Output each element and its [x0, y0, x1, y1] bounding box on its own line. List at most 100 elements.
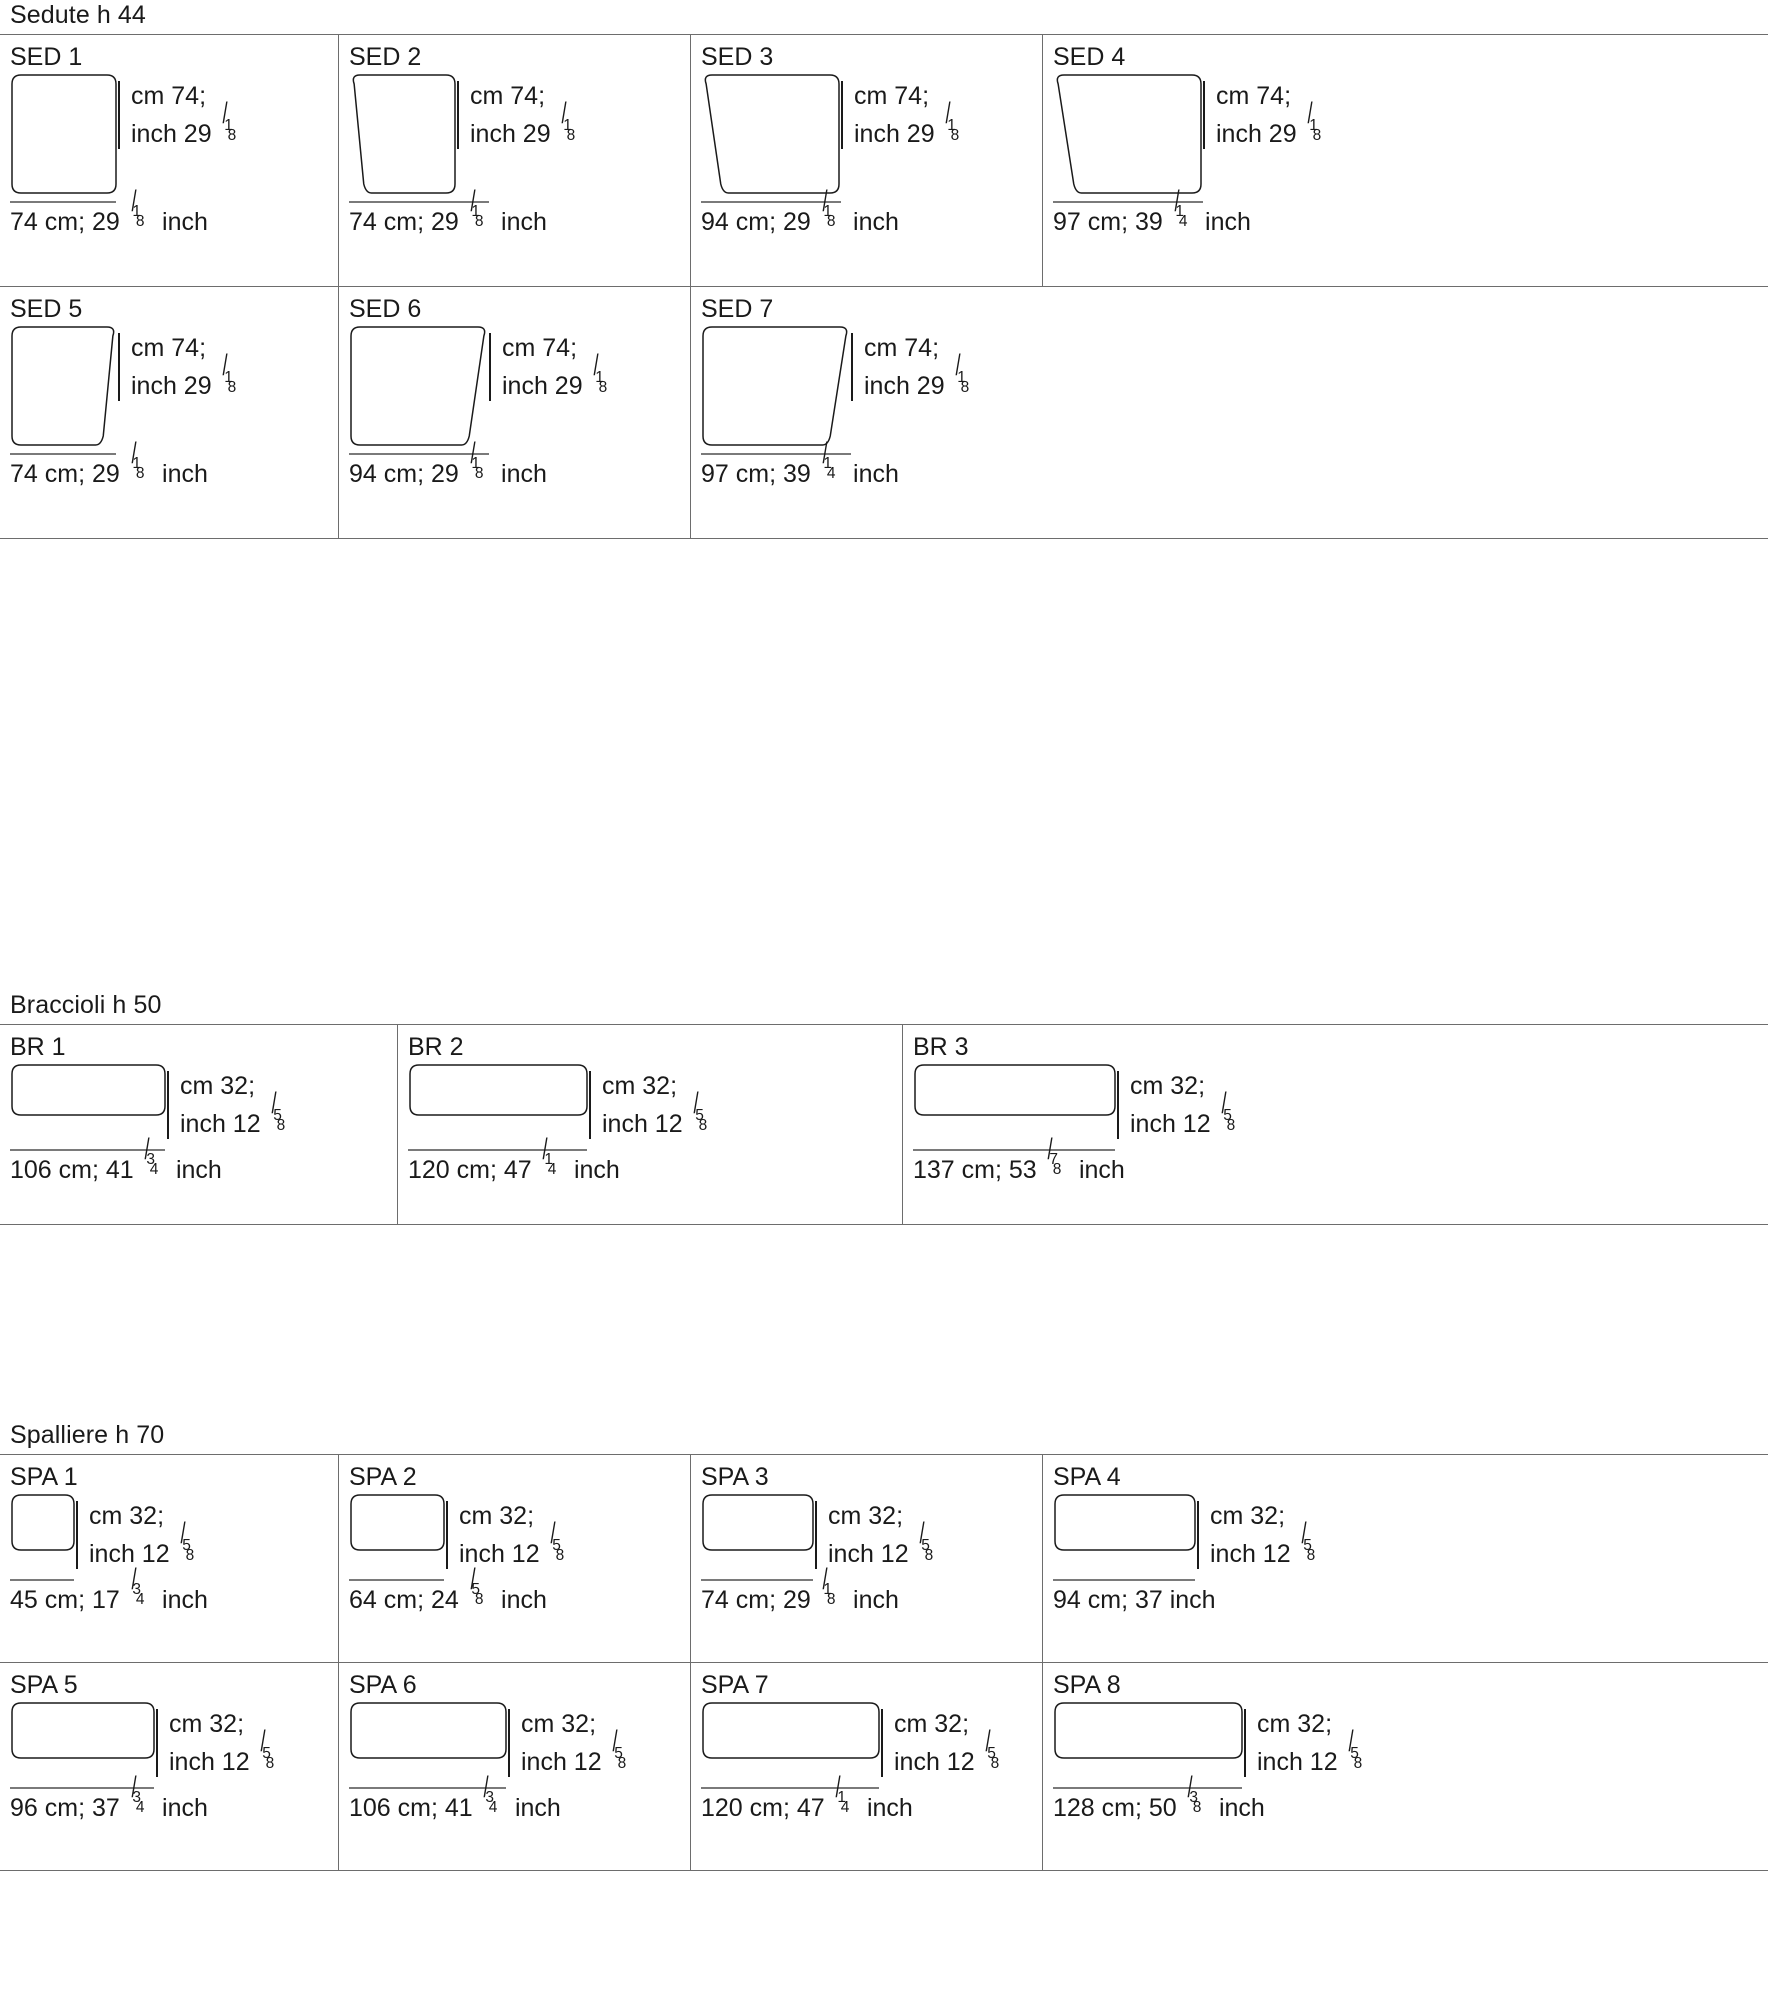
drawing-row: cm 74; inch 29 1/8 [1053, 73, 1768, 195]
depth-dimension-text: cm 74; inch 29 1/8 [864, 329, 980, 405]
depth-dimension: cm 74; inch 29 1/8 [457, 77, 586, 153]
module-cell-spa-2: SPA 2 cm 32; inch 12 5/8 64 cm; 24 5/8 inch [339, 1455, 691, 1662]
width-dimension: 74 cm; 29 1/8 inch [10, 436, 338, 491]
depth-dimension: cm 32; inch 12 5/8 [589, 1067, 718, 1143]
depth-dimension: cm 74; inch 29 1/8 [851, 329, 980, 405]
grid-sedute: SED 1 cm 74; inch 29 1/8 74 cm; 29 1/8 inch SED… [0, 34, 1768, 539]
width-dimension-text: 94 cm; 29 1/8 inch [701, 184, 899, 236]
depth-dimension: cm 32; inch 12 5/8 [446, 1497, 575, 1573]
module-outline-shape [701, 1493, 815, 1552]
fraction: 1/4 [822, 436, 836, 482]
drawing-row: cm 74; inch 29 1/8 [349, 325, 690, 447]
module-outline-shape [913, 1063, 1117, 1117]
module-row: BR 1 cm 32; inch 12 5/8 106 cm; 41 3/4 inch BR … [0, 1025, 1768, 1225]
depth-dimension-text: cm 74; inch 29 1/8 [131, 77, 247, 153]
grid-spalliere: SPA 1 cm 32; inch 12 5/8 45 cm; 17 3/4 inch SPA… [0, 1454, 1768, 1871]
fraction: 1/8 [593, 349, 608, 397]
fraction: 1/8 [131, 436, 145, 482]
module-code: BR 1 [10, 1033, 66, 1061]
dimension-tick-line [349, 453, 489, 455]
drawing-row: cm 32; inch 12 5/8 [349, 1493, 690, 1573]
depth-dimension-text: cm 32; inch 12 5/8 [89, 1497, 205, 1573]
width-dimension-text: 74 cm; 29 1/8 inch [349, 184, 547, 236]
dimension-tick-line [349, 1787, 506, 1789]
module-cell-sed-5: SED 5 cm 74; inch 29 1/8 74 cm; 29 1/8 inch [0, 287, 339, 538]
module-cell-spa-8: SPA 8 cm 32; inch 12 5/8 128 cm; 50 3/8 inch [1043, 1663, 1768, 1870]
module-cell-spa-1: SPA 1 cm 32; inch 12 5/8 45 cm; 17 3/4 inch [0, 1455, 339, 1662]
width-dimension-text: 94 cm; 29 1/8 inch [349, 436, 547, 488]
module-code: SED 7 [701, 295, 774, 323]
drawing-row: cm 32; inch 12 5/8 [913, 1063, 1768, 1143]
fraction: 5/8 [1301, 1517, 1316, 1565]
fraction: 7/8 [1048, 1132, 1062, 1178]
fraction: 1/8 [131, 184, 145, 230]
module-code: SED 2 [349, 43, 422, 71]
module-cell-sed-2: SED 2 cm 74; inch 29 1/8 74 cm; 29 1/8 inch [339, 35, 691, 286]
module-code: SPA 5 [10, 1671, 78, 1699]
depth-dimension: cm 32; inch 12 5/8 [167, 1067, 296, 1143]
module-outline-shape [10, 73, 118, 195]
grid-braccioli: BR 1 cm 32; inch 12 5/8 106 cm; 41 3/4 inch BR … [0, 1024, 1768, 1225]
fraction: 1/8 [470, 184, 484, 230]
section-title-spalliere: Spalliere h 70 [10, 1421, 165, 1449]
fraction: 5/8 [693, 1087, 708, 1135]
depth-dimension-text: cm 74; inch 29 1/8 [131, 329, 247, 405]
drawing-row: cm 74; inch 29 1/8 [701, 325, 1768, 447]
width-dimension: 128 cm; 50 3/8 inch [1053, 1773, 1768, 1825]
dimension-tick-line [1053, 201, 1203, 203]
module-outline-shape [701, 1701, 881, 1760]
width-dimension-text: 96 cm; 37 3/4 inch [10, 1770, 208, 1822]
module-code: SED 1 [10, 43, 83, 71]
module-outline-shape [10, 1063, 167, 1117]
module-outline-shape [349, 1493, 446, 1552]
fraction: 5/8 [919, 1517, 934, 1565]
fraction: 5/8 [271, 1087, 286, 1135]
module-row: SED 1 cm 74; inch 29 1/8 74 cm; 29 1/8 inch SED… [0, 35, 1768, 287]
drawing-row: cm 74; inch 29 1/8 [10, 325, 338, 447]
module-cell-sed-7: SED 7 cm 74; inch 29 1/8 97 cm; 39 1/4 inch [691, 287, 1768, 538]
dimension-tick-line [701, 1787, 879, 1789]
width-dimension-text: 120 cm; 47 1/4 inch [408, 1132, 620, 1184]
depth-dimension: cm 74; inch 29 1/8 [841, 77, 970, 153]
depth-dimension-text: cm 32; inch 12 5/8 [521, 1705, 637, 1781]
dimension-tick-line [349, 1579, 444, 1581]
fraction: 1/8 [822, 184, 836, 230]
module-code: SED 6 [349, 295, 422, 323]
module-code: SPA 2 [349, 1463, 417, 1491]
width-dimension: 97 cm; 39 1/4 inch [701, 436, 1768, 491]
module-code: BR 2 [408, 1033, 464, 1061]
module-row: SPA 5 cm 32; inch 12 5/8 96 cm; 37 3/4 inch SPA… [0, 1663, 1768, 1871]
width-dimension-text: 74 cm; 29 1/8 inch [10, 436, 208, 488]
width-dimension: 94 cm; 29 1/8 inch [349, 436, 690, 491]
drawing-row: cm 32; inch 12 5/8 [408, 1063, 902, 1143]
depth-dimension: cm 74; inch 29 1/8 [118, 329, 247, 405]
width-dimension: 94 cm; 29 1/8 inch [701, 184, 1042, 239]
width-dimension-text: 120 cm; 47 1/4 inch [701, 1770, 913, 1822]
drawing-row: cm 32; inch 12 5/8 [10, 1493, 338, 1573]
fraction: 3/4 [484, 1770, 498, 1816]
fraction: 5/8 [470, 1562, 484, 1608]
fraction: 1/8 [222, 97, 237, 145]
width-dimension: 106 cm; 41 3/4 inch [349, 1770, 690, 1825]
drawing-row: cm 32; inch 12 5/8 [1053, 1493, 1768, 1573]
width-dimension: 45 cm; 17 3/4 inch [10, 1565, 338, 1617]
depth-dimension: cm 32; inch 12 5/8 [815, 1497, 944, 1573]
fraction: 1/8 [470, 436, 484, 482]
depth-dimension-text: cm 32; inch 12 5/8 [1210, 1497, 1326, 1573]
width-dimension: 94 cm; 37 inch [1053, 1579, 1768, 1617]
width-dimension-text: 97 cm; 39 1/4 inch [1053, 184, 1251, 236]
depth-dimension-text: cm 32; inch 12 5/8 [602, 1067, 718, 1143]
module-cell-spa-6: SPA 6 cm 32; inch 12 5/8 106 cm; 41 3/4 inch [339, 1663, 691, 1870]
dimension-tick-line [349, 201, 489, 203]
width-dimension-text: 74 cm; 29 1/8 inch [10, 184, 208, 236]
depth-dimension-text: cm 32; inch 12 5/8 [180, 1067, 296, 1143]
drawing-row: cm 74; inch 29 1/8 [701, 73, 1042, 195]
dimension-tick-line [10, 1787, 154, 1789]
fraction: 5/8 [1348, 1725, 1363, 1773]
dimension-tick-line [701, 453, 851, 455]
drawing-row: cm 32; inch 12 5/8 [10, 1063, 397, 1143]
module-cell-sed-4: SED 4 cm 74; inch 29 1/8 97 cm; 39 1/4 inch [1043, 35, 1768, 286]
module-code: BR 3 [913, 1033, 969, 1061]
depth-dimension-text: cm 74; inch 29 1/8 [470, 77, 586, 153]
